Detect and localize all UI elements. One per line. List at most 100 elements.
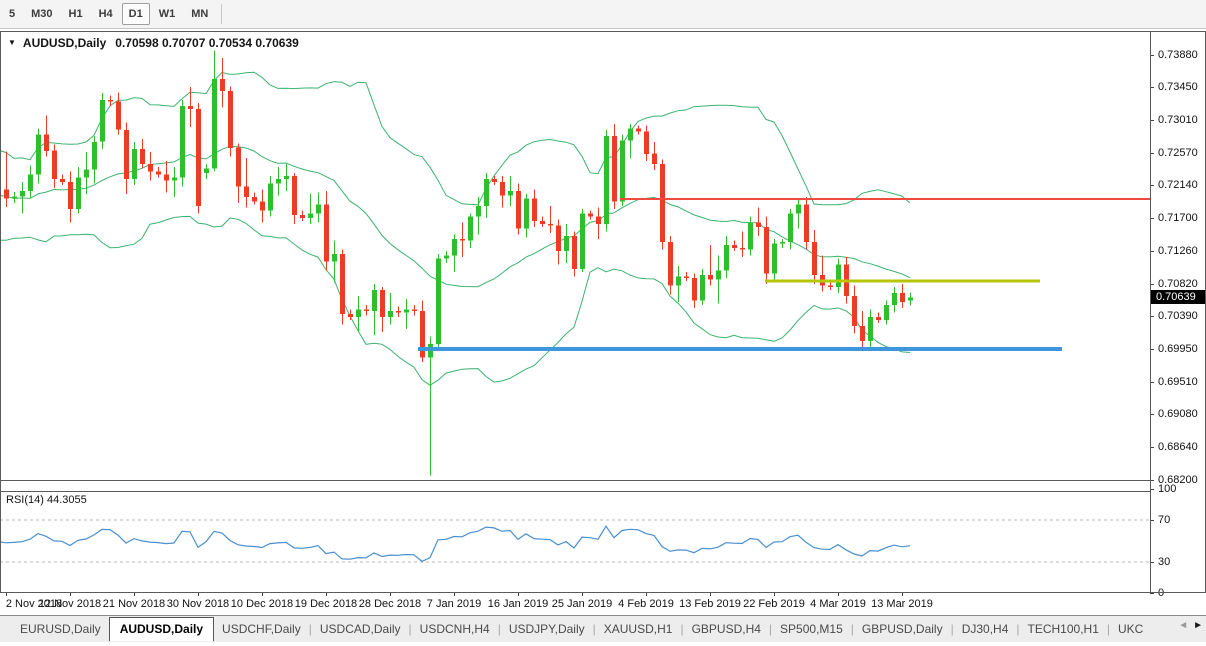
date-tick — [902, 592, 903, 596]
candle-body — [388, 310, 393, 317]
candle-body — [748, 222, 753, 250]
tab-scroll-left-icon[interactable]: ◄ — [1178, 620, 1189, 631]
axis-label: 0.71260 — [1158, 245, 1198, 257]
axis-tick — [1150, 153, 1154, 154]
rsi-panel-surface[interactable] — [0, 492, 1150, 592]
candle-body — [620, 140, 625, 202]
axis-tick — [1150, 284, 1154, 285]
tab-scroll-right-icon[interactable]: ► — [1193, 620, 1203, 631]
date-label: 28 Dec 2018 — [358, 598, 422, 610]
timeframe-button-w1[interactable]: W1 — [158, 8, 176, 20]
panel-splitter-top[interactable] — [0, 480, 1150, 481]
candle-body — [44, 134, 49, 151]
candle-body — [828, 285, 833, 287]
candle-body — [140, 149, 145, 165]
candle-body — [116, 101, 121, 130]
axis-label: 30 — [1158, 556, 1171, 568]
axis-label: 0.68200 — [1158, 474, 1198, 486]
candle-body — [380, 289, 385, 317]
chart-tab-xauusd[interactable]: XAUUSD,H1 — [603, 622, 673, 636]
candle-body — [36, 134, 41, 175]
timeframe-button-h1[interactable]: H1 — [68, 8, 83, 20]
timeframe-button-mn[interactable]: MN — [191, 8, 209, 20]
chart-menu-arrow-icon[interactable]: ▼ — [8, 38, 16, 47]
axis-tick — [1150, 251, 1154, 252]
date-tick — [454, 592, 455, 596]
candle-body — [884, 304, 889, 320]
chart-tab-gbpusd[interactable]: GBPUSD,H4 — [691, 622, 761, 636]
axis-label: 0 — [1158, 587, 1165, 599]
date-label: 2 Nov 2018 — [5, 598, 63, 610]
candle-body — [580, 213, 585, 269]
rsi-name: RSI(14) — [6, 494, 44, 506]
candle-body — [892, 292, 897, 305]
chart-tab-ukc[interactable]: UKC — [1118, 622, 1144, 636]
rsi-line — [0, 525, 911, 563]
candle-body — [60, 179, 65, 183]
chart-tab-usdjpy[interactable]: USDJPY,Daily — [508, 622, 585, 636]
candle-body — [444, 255, 449, 259]
candle-body — [252, 197, 257, 202]
candle-body — [4, 189, 9, 199]
chart-tab-audusd[interactable]: AUDUSD,Daily — [108, 617, 215, 641]
candle-body — [12, 196, 17, 199]
candle-body — [540, 221, 545, 225]
candle-body — [220, 78, 225, 91]
candle-body — [52, 150, 57, 180]
timeframe-button-h4[interactable]: H4 — [98, 8, 113, 20]
candle-body — [708, 275, 713, 280]
date-tick — [646, 592, 647, 596]
chart-tab-tech100[interactable]: TECH100,H1 — [1027, 622, 1099, 636]
timeframe-button-5[interactable]: 5 — [9, 8, 16, 20]
date-label: 13 Feb 2019 — [679, 598, 741, 610]
chart-tab-dj30[interactable]: DJ30,H4 — [961, 622, 1009, 636]
candle-body — [28, 174, 33, 192]
candle-body — [796, 204, 801, 214]
candle-body — [836, 264, 841, 287]
candle-body — [876, 316, 881, 320]
candle-body — [276, 179, 281, 184]
candle-body — [76, 177, 81, 210]
candle-body — [524, 198, 529, 229]
candle-body — [228, 90, 233, 148]
panel-splitter-bottom[interactable] — [0, 491, 1150, 492]
date-tick — [774, 592, 775, 596]
tab-separator: | — [408, 622, 412, 636]
tab-separator: | — [768, 622, 773, 636]
candle-body — [68, 182, 73, 210]
candle-body — [556, 225, 561, 251]
chart-tab-gbpusd[interactable]: GBPUSD,Daily — [861, 622, 943, 636]
chart-tab-usdcnh[interactable]: USDCNH,H4 — [419, 622, 490, 636]
tab-separator: | — [950, 622, 954, 636]
axis-tick — [1150, 87, 1154, 88]
candle-body — [452, 239, 457, 256]
axis-label: 0.72140 — [1158, 179, 1198, 191]
axis-tick — [1150, 562, 1154, 563]
candle-body — [156, 171, 161, 175]
date-tick — [518, 592, 519, 596]
candle-body — [124, 129, 129, 180]
candle-body — [500, 182, 505, 196]
candle-body — [108, 99, 113, 102]
chart-left-border — [0, 31, 1, 592]
candle-body — [316, 204, 321, 214]
chart-tab-sp500[interactable]: SP500,M15 — [780, 622, 843, 636]
timeframe-button-d1[interactable]: D1 — [121, 3, 150, 25]
date-label: 4 Feb 2019 — [618, 598, 674, 610]
chart-tab-usdcad[interactable]: USDCAD,Daily — [319, 622, 401, 636]
axis-label: 0.69510 — [1158, 376, 1198, 388]
axis-label: 70 — [1158, 514, 1171, 526]
chart-tab-eurusd[interactable]: EURUSD,Daily — [20, 622, 101, 636]
main-chart-surface[interactable] — [0, 31, 1150, 480]
candle-body — [132, 149, 137, 180]
chart-tab-usdchf[interactable]: USDCHF,Daily — [222, 622, 301, 636]
candle-body — [700, 275, 705, 301]
candle-body — [716, 270, 721, 280]
candle-body — [724, 245, 729, 271]
date-tick — [326, 592, 327, 596]
tab-separator: | — [1016, 622, 1020, 636]
candle-body — [20, 191, 25, 197]
date-axis[interactable]: 2 Nov 2018 12 Nov 2018 21 Nov 2018 30 Nov 2… — [0, 592, 1206, 615]
timeframe-button-m30[interactable]: M30 — [31, 8, 53, 20]
price-axis[interactable]: 0.73880 0.73450 0.73010 0.72570 0.72140 0.717… — [1150, 31, 1206, 599]
